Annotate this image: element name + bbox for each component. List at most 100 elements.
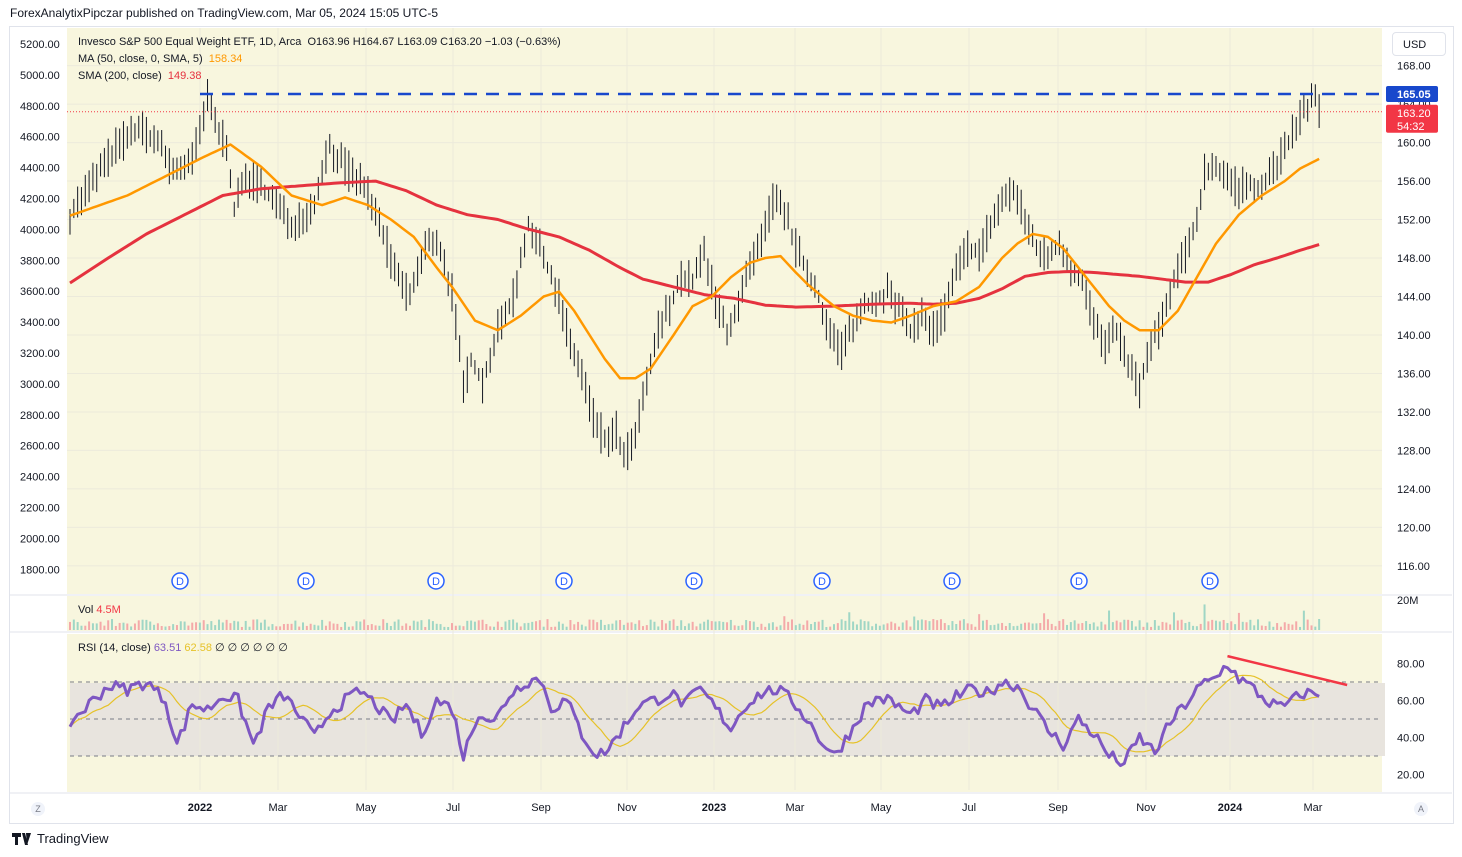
volume-bar — [1272, 626, 1275, 630]
volume-bar — [1111, 622, 1114, 630]
volume-bar — [470, 620, 473, 630]
time-axis-label: May — [871, 802, 892, 814]
volume-bar — [172, 624, 175, 630]
volume-bar — [481, 619, 484, 630]
volume-bar — [1039, 623, 1042, 630]
volume-bar — [550, 626, 553, 630]
volume-bar — [821, 619, 824, 630]
volume-bar — [1234, 624, 1237, 630]
volume-bar — [221, 622, 224, 630]
volume-bar — [943, 623, 946, 630]
volume-bar — [1180, 619, 1183, 630]
volume-bar — [137, 620, 140, 630]
volume-legend[interactable]: Vol 4.5M — [78, 604, 121, 616]
left-axis-tick: 1800.00 — [20, 564, 60, 576]
volume-bar — [596, 622, 599, 630]
volume-bar — [813, 621, 816, 630]
dividend-marker-label: D — [1206, 576, 1214, 588]
volume-bar — [985, 619, 988, 630]
volume-bar — [214, 625, 217, 630]
volume-bar — [179, 621, 182, 630]
volume-bar — [1165, 622, 1168, 630]
volume-bar — [1276, 623, 1279, 630]
volume-bar — [1153, 620, 1156, 630]
volume-bar — [565, 626, 568, 630]
volume-bar — [496, 621, 499, 630]
volume-bar — [836, 623, 839, 630]
volume-bar — [164, 626, 167, 630]
volume-bar — [237, 621, 240, 630]
volume-bar — [133, 623, 136, 630]
volume-bar — [279, 626, 282, 630]
volume-bar — [978, 614, 981, 630]
volume-bar — [760, 623, 763, 630]
volume-bar — [1302, 610, 1305, 630]
time-axis-label: Mar — [1304, 802, 1323, 814]
volume-bar — [1043, 613, 1046, 630]
legend-sma-row[interactable]: SMA (200, close) 149.38 — [78, 70, 204, 82]
time-axis-label: Nov — [617, 802, 637, 814]
volume-bar — [848, 612, 851, 630]
volume-bar — [695, 626, 698, 630]
rsi-legend[interactable]: RSI (14, close) 63.51 62.58 ∅ ∅ ∅ ∅ ∅ ∅ — [78, 641, 288, 654]
volume-bar — [1031, 623, 1034, 630]
volume-bar — [714, 621, 717, 630]
volume-bar — [619, 619, 622, 630]
volume-bar — [668, 620, 671, 630]
volume-bar — [275, 626, 278, 630]
legend-title: Invesco S&P 500 Equal Weight ETF, 1D, Ar… — [78, 36, 302, 48]
volume-bar — [195, 622, 198, 630]
volume-bar — [538, 620, 541, 630]
volume-bar — [69, 621, 71, 630]
volume-bar — [324, 625, 327, 630]
volume-bar — [118, 622, 121, 630]
volume-bar — [817, 621, 820, 630]
volume-bar — [263, 619, 266, 630]
legend-ma-row[interactable]: MA (50, close, 0, SMA, 5) 158.34 — [78, 53, 245, 65]
auto-scale-left-button[interactable]: Z — [31, 802, 45, 816]
dividend-marker-label: D — [948, 576, 956, 588]
volume-bar — [428, 619, 431, 630]
volume-bar — [508, 619, 511, 630]
auto-scale-right-button[interactable]: A — [1414, 802, 1428, 816]
volume-bar — [1287, 623, 1290, 630]
volume-bar — [603, 624, 606, 630]
legend-ma-value: 158.34 — [208, 53, 243, 65]
volume-bar — [959, 620, 962, 630]
volume-bar — [1069, 622, 1072, 630]
volume-bar — [718, 621, 721, 630]
volume-bar — [408, 625, 411, 630]
left-axis-tick: 3800.00 — [20, 255, 60, 267]
volume-bar — [592, 619, 595, 630]
volume-bar — [386, 622, 389, 630]
volume-bar — [88, 621, 91, 630]
legend-title-row: Invesco S&P 500 Equal Weight ETF, 1D, Ar… — [78, 36, 564, 48]
left-axis-tick: 2400.00 — [20, 472, 60, 484]
publish-caption: ForexAnalytixPipczar published on Tradin… — [10, 6, 438, 20]
volume-bar — [1134, 626, 1137, 630]
volume-bar — [966, 623, 969, 630]
volume-bar — [1283, 622, 1286, 630]
volume-bar — [825, 626, 828, 630]
volume-bar — [431, 621, 434, 630]
volume-bar — [829, 626, 832, 630]
volume-bar — [546, 619, 549, 630]
volume-bar — [1310, 625, 1313, 630]
volume-bar — [412, 620, 415, 630]
left-axis-tick: 4200.00 — [20, 194, 60, 206]
volume-bar — [913, 616, 916, 630]
volume-bar — [1314, 626, 1317, 630]
sma200-line — [69, 179, 1320, 309]
volume-bar — [622, 624, 625, 630]
volume-bar — [191, 622, 194, 630]
volume-bar — [485, 624, 488, 630]
volume-bar — [561, 623, 564, 630]
currency-button[interactable]: USD — [1392, 32, 1446, 56]
volume-bar — [210, 621, 213, 630]
volume-bar — [229, 623, 232, 630]
volume-bar — [1066, 624, 1069, 630]
tradingview-logo[interactable]: TradingView — [12, 831, 109, 846]
price-pane-bg — [67, 28, 1382, 594]
